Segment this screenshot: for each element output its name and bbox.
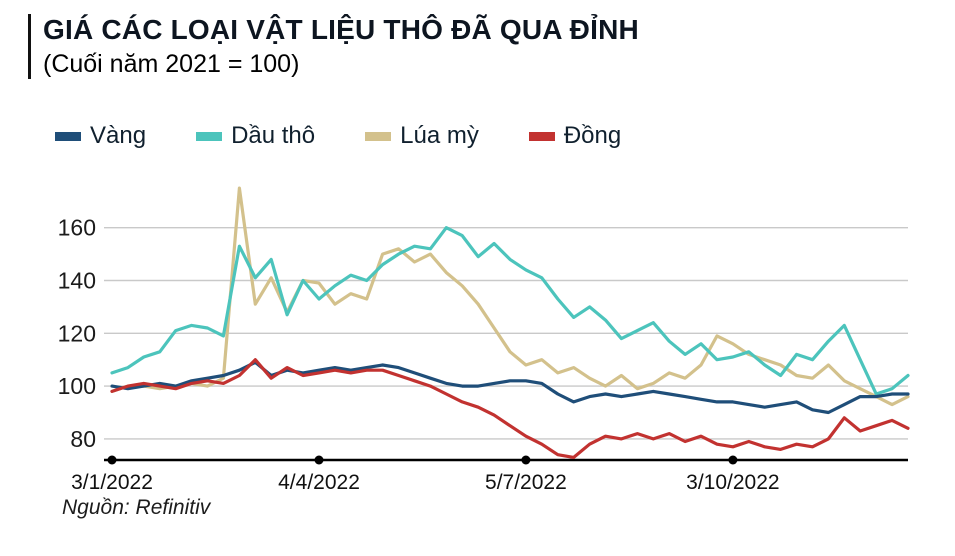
svg-text:4/4/2022: 4/4/2022 (278, 471, 360, 494)
legend-label: Dầu thô (231, 122, 316, 149)
legend-item-2: Dầu thô (196, 122, 315, 150)
svg-text:160: 160 (58, 215, 96, 241)
series-line-1 (110, 360, 910, 415)
legend-swatch-icon (55, 131, 81, 141)
legend-swatch-icon (528, 131, 555, 141)
chart-subtitle: (Cuối năm 2021 = 100) (43, 50, 300, 78)
series-line-2 (110, 226, 910, 396)
legend-swatch-icon (365, 131, 392, 141)
legend-item-4: Đồng (528, 122, 622, 150)
source-note: Nguồn: Refinitiv (62, 496, 211, 519)
svg-text:80: 80 (70, 426, 96, 452)
line-chart: 80 100 120 140 160 3/1/2022 4/4/2022 5/7/2022 3/… (58, 186, 910, 494)
legend-label: Lúa mỳ (400, 122, 479, 149)
chart-legend: Vàng Dầu thô Lúa mỳ Đồng (55, 122, 621, 150)
chart-header: GIÁ CÁC LOẠI VẬT LIỆU THÔ ĐÃ QUA ĐỈNH (C… (28, 14, 639, 79)
legend-label: Đồng (563, 122, 622, 149)
legend-item-3: Lúa mỳ (365, 122, 479, 150)
svg-text:100: 100 (58, 373, 96, 399)
legend-label: Vàng (90, 122, 147, 149)
series-line-4 (110, 358, 910, 459)
svg-text:140: 140 (58, 268, 96, 294)
chart-title: GIÁ CÁC LOẠI VẬT LIỆU THÔ ĐÃ QUA ĐỈNH (43, 14, 639, 45)
svg-text:120: 120 (58, 320, 96, 346)
series-line-3 (110, 186, 910, 407)
svg-text:3/10/2022: 3/10/2022 (686, 471, 779, 494)
svg-text:3/1/2022: 3/1/2022 (71, 471, 153, 494)
svg-text:5/7/2022: 5/7/2022 (485, 471, 567, 494)
legend-swatch-icon (196, 131, 223, 141)
legend-item-1: Vàng (55, 122, 146, 150)
